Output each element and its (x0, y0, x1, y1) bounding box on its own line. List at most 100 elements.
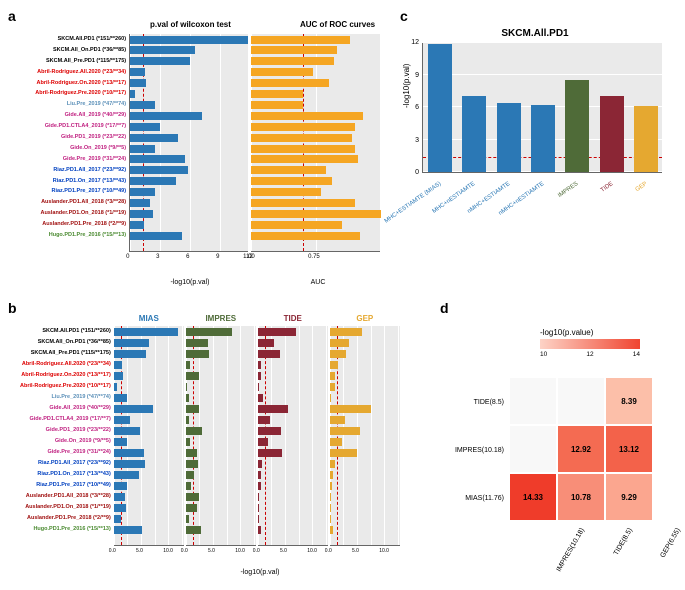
bar (130, 101, 155, 109)
bar (186, 361, 190, 369)
bar (531, 105, 555, 172)
panel-a: p.val of wilcoxon test AUC of ROC curves… (20, 20, 380, 280)
bar (258, 383, 260, 391)
panel-a-chart-auc: 1.000.75 (251, 34, 380, 252)
heatmap-cell: 8.39 (606, 378, 652, 424)
panel-a-xlab-left: -log10(p.val) (130, 279, 250, 286)
panel-c-chart: 036912 (422, 43, 662, 173)
bar (258, 438, 268, 446)
bar (330, 416, 345, 424)
panel-b-sub-gep: GEP0.05.010.0 (330, 326, 400, 546)
row-label: Riaz.PD1.Pre_2017 (*10/**49) (20, 480, 114, 491)
bar (114, 405, 153, 413)
bar (251, 145, 355, 153)
bar (114, 504, 127, 512)
row-label: SKCM.All_On.PD1 (*36/**85) (20, 337, 114, 348)
row-label: Riaz.PD1.All_2017 (*23/**92) (20, 165, 129, 176)
row-label: Gide.On_2019 (*9/**5) (20, 436, 114, 447)
row-label: Riaz.PD1.On_2017 (*13/**43) (20, 176, 129, 187)
heatmap-cell: 13.12 (606, 426, 652, 472)
row-label: Abril-Rodriguez.On.2020 (*13/**17) (20, 370, 114, 381)
row-label: SKCM.All_Pre.PD1 (*115/**175) (20, 56, 129, 67)
bar (186, 427, 202, 435)
bar (251, 188, 321, 196)
bar (258, 394, 263, 402)
bar (462, 96, 486, 172)
panel-label-a: a (8, 8, 16, 24)
bar (130, 232, 182, 240)
cat-label: nMHC+ESTIAMTE (442, 181, 511, 232)
heatmap-xlabel: GEP(6.55) (646, 527, 682, 582)
bar (114, 438, 128, 446)
row-label: Liu.Pre_2019 (*47/**74) (20, 99, 129, 110)
panel-label-c: c (400, 8, 408, 24)
heatmap-ylabel: MIAS(11.76) (450, 474, 508, 522)
bar (114, 416, 130, 424)
heatmap-cell (558, 378, 604, 424)
row-label: Gide.All_2019 (*40/**29) (20, 403, 114, 414)
heatmap-cell: 14.33 (510, 474, 556, 520)
cat-label: TIDE (545, 181, 614, 232)
row-label: SKCM.All_Pre.PD1 (*115/**175) (20, 348, 114, 359)
bar (258, 339, 274, 347)
bar (114, 471, 139, 479)
bar (186, 504, 197, 512)
panel-label-d: d (440, 300, 449, 316)
bar (186, 394, 189, 402)
heatmap-cell: 12.92 (558, 426, 604, 472)
row-label: Gide.Pre_2019 (*31/**24) (20, 447, 114, 458)
bar (114, 339, 149, 347)
row-label: Abril-Rodriguez.All.2020 (*23/**34) (20, 67, 129, 78)
bar (130, 177, 176, 185)
row-label: Hugo.PD1.Pre_2016 (*15/**13) (20, 524, 114, 535)
bar (251, 90, 303, 98)
bar (330, 339, 349, 347)
bar (114, 372, 123, 380)
cat-label: GEP (579, 181, 648, 232)
sub-title: TIDE (258, 314, 328, 323)
bar (186, 405, 200, 413)
bar (130, 155, 185, 163)
row-label: Gide.All_2019 (*40/**29) (20, 110, 129, 121)
row-label: Abril-Rodriguez.Pre.2020 (*10/**17) (20, 88, 129, 99)
row-label: Gide.PD1_2019 (*23/**22) (20, 132, 129, 143)
bar (130, 112, 202, 120)
panel-c: SKCM.All.PD1 -log10(p.val) 036912 MHC+ES… (400, 28, 670, 220)
bar (186, 350, 209, 358)
bar (330, 460, 335, 468)
bar (251, 36, 350, 44)
bar (258, 427, 281, 435)
panel-a-chart-pval: 036912 (129, 34, 248, 252)
bar (330, 427, 360, 435)
bar (258, 515, 259, 523)
panel-d-gradient (540, 339, 640, 349)
bar (130, 134, 178, 142)
bar (251, 123, 355, 131)
row-label: Auslander.PD1.Pre_2018 (*2/**9) (20, 513, 114, 524)
bar (186, 482, 191, 490)
heatmap-ylabel: TIDE(8.5) (450, 378, 508, 426)
bar (258, 471, 261, 479)
sub-title: IMPRES (186, 314, 256, 323)
heatmap-cell (510, 378, 556, 424)
bar (114, 394, 128, 402)
panel-d-legend-ticks: 101214 (540, 351, 640, 358)
sub-title: MIAS (114, 314, 184, 323)
bar (114, 493, 125, 501)
panel-b-ylabels: SKCM.All.PD1 (*151/**260)SKCM.All_On.PD1… (20, 326, 114, 546)
bar (114, 427, 140, 435)
panel-b-sub-impres: IMPRES0.05.010.0 (186, 326, 256, 546)
row-label: Gide.PD1.CTLA4_2019 (*17/**7) (20, 121, 129, 132)
row-label: Abril-Rodriguez.All.2020 (*23/**34) (20, 359, 114, 370)
bar (258, 460, 262, 468)
row-label: SKCM.All_On.PD1 (*36/**85) (20, 45, 129, 56)
cat-label: nMHC+nESTIAMTE (476, 181, 545, 232)
row-label: Auslander.PD1.All_2018 (*3/**28) (20, 197, 129, 208)
bar (186, 372, 200, 380)
bar (186, 493, 200, 501)
bar (251, 177, 332, 185)
bar (130, 145, 155, 153)
bar (258, 526, 261, 534)
row-label: Riaz.PD1.On_2017 (*13/**43) (20, 469, 114, 480)
bar (251, 101, 303, 109)
